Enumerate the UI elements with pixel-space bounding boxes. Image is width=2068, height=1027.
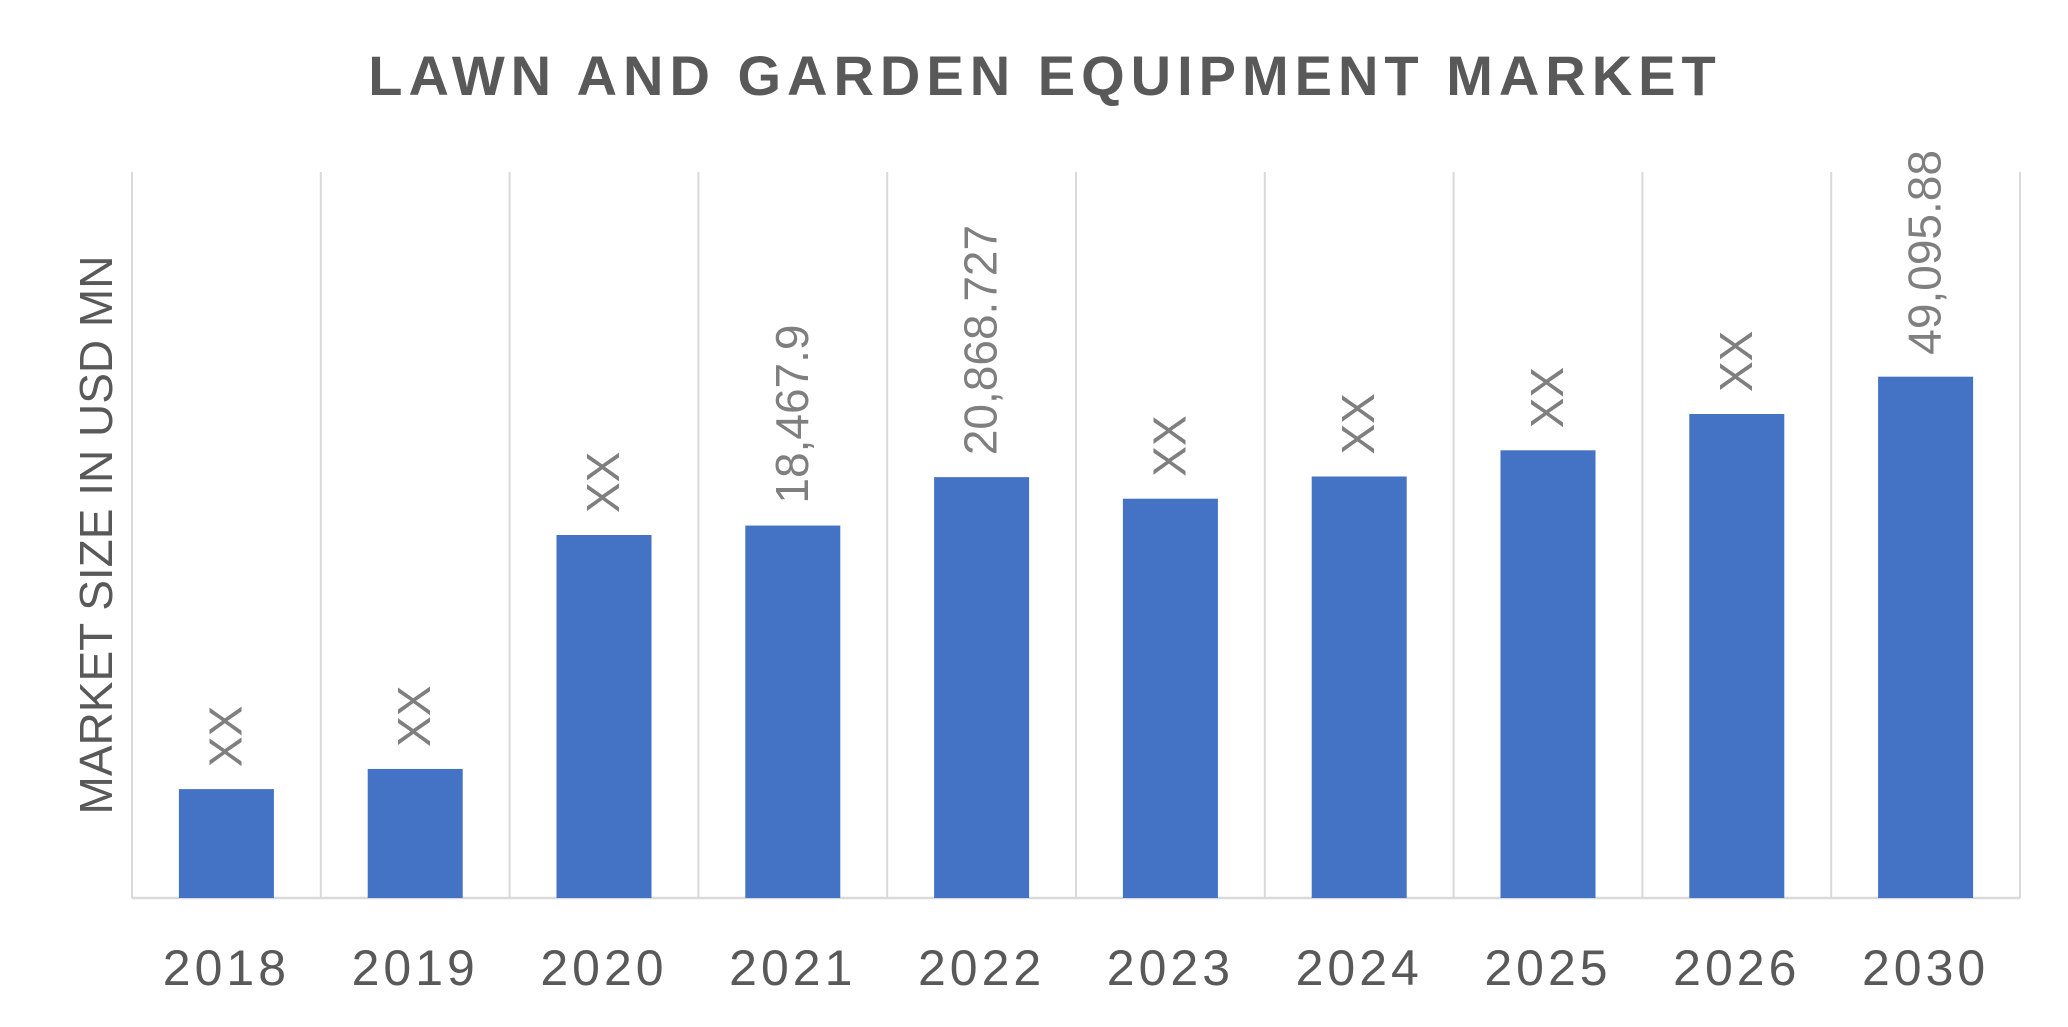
- x-tick-label: 2022: [918, 940, 1045, 996]
- x-tick-label: 2026: [1673, 940, 1800, 996]
- data-label: XX: [199, 706, 251, 767]
- chart-title: LAWN AND GARDEN EQUIPMENT MARKET: [368, 44, 1721, 107]
- data-label: 20,868.727: [955, 225, 1007, 455]
- bar-2022: [934, 477, 1030, 898]
- bar-2024: [1311, 476, 1407, 898]
- bar-2018: [178, 789, 274, 898]
- data-label: 18,467.9: [766, 325, 818, 504]
- x-tick-label: 2021: [729, 940, 856, 996]
- plot-area: 2018 XX 2019 XX 2020 XX 2021 18,467.9 2022 20,868…: [131, 150, 2021, 996]
- bar-2021: [745, 525, 841, 898]
- bar-2020: [556, 535, 652, 898]
- bar-2025: [1500, 450, 1596, 898]
- data-label: XX: [1710, 331, 1762, 392]
- x-tick-label: 2025: [1484, 940, 1611, 996]
- data-label: XX: [1143, 415, 1195, 476]
- data-label: XX: [1521, 367, 1573, 428]
- data-label: 49,095.88: [1899, 150, 1951, 355]
- data-label: XX: [388, 686, 440, 747]
- data-label: XX: [1332, 393, 1384, 454]
- bar-2019: [367, 768, 463, 898]
- data-label: XX: [577, 452, 629, 513]
- bar-2030: [1878, 376, 1974, 899]
- x-tick-label: 2023: [1107, 940, 1234, 996]
- x-tick-label: 2018: [163, 940, 290, 996]
- bar-2026: [1689, 414, 1785, 898]
- x-tick-label: 2019: [352, 940, 479, 996]
- y-axis-label: MARKET SIZE IN USD MN: [70, 256, 122, 815]
- x-tick-label: 2030: [1862, 940, 1989, 996]
- x-tick-label: 2024: [1296, 940, 1423, 996]
- x-tick-label: 2020: [540, 940, 667, 996]
- bar-2023: [1122, 498, 1218, 898]
